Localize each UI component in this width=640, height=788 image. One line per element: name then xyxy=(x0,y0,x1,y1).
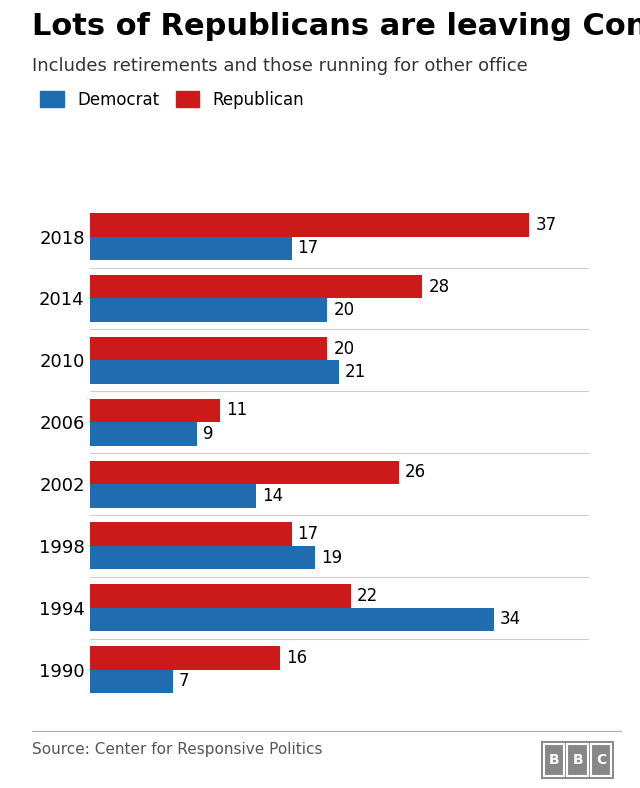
Bar xyxy=(90,422,196,446)
Text: 14: 14 xyxy=(262,487,283,505)
Bar xyxy=(567,744,588,775)
Bar xyxy=(90,608,493,631)
Text: 17: 17 xyxy=(298,240,319,258)
Bar xyxy=(90,299,327,322)
Bar xyxy=(90,236,292,260)
Bar xyxy=(90,646,280,670)
Text: 28: 28 xyxy=(428,277,449,296)
Text: 17: 17 xyxy=(298,525,319,543)
Text: 16: 16 xyxy=(285,649,307,667)
Text: Lots of Republicans are leaving Congress: Lots of Republicans are leaving Congress xyxy=(32,12,640,41)
Text: Includes retirements and those running for other office: Includes retirements and those running f… xyxy=(32,57,528,75)
Text: 7: 7 xyxy=(179,672,189,690)
Bar xyxy=(90,670,173,693)
Bar xyxy=(90,460,399,484)
Text: 9: 9 xyxy=(202,425,213,443)
Text: 26: 26 xyxy=(404,463,426,481)
Bar xyxy=(90,522,292,546)
Text: C: C xyxy=(596,753,606,767)
Bar xyxy=(90,360,339,384)
Text: Source: Center for Responsive Politics: Source: Center for Responsive Politics xyxy=(32,742,323,757)
Text: 34: 34 xyxy=(500,611,521,629)
Bar xyxy=(90,399,220,422)
Legend: Democrat, Republican: Democrat, Republican xyxy=(40,91,304,109)
Text: 37: 37 xyxy=(535,216,556,234)
Bar xyxy=(90,213,529,236)
Text: 19: 19 xyxy=(321,548,342,567)
Bar xyxy=(90,484,256,507)
Bar xyxy=(90,336,327,360)
Bar xyxy=(591,744,611,775)
Bar xyxy=(90,584,351,608)
Text: B: B xyxy=(572,753,583,767)
Bar xyxy=(90,275,422,299)
Text: B: B xyxy=(548,753,559,767)
Text: 21: 21 xyxy=(345,363,366,381)
Text: 20: 20 xyxy=(333,340,355,358)
Text: 11: 11 xyxy=(227,401,248,419)
Bar xyxy=(544,744,564,775)
Bar xyxy=(90,546,316,570)
Text: 20: 20 xyxy=(333,301,355,319)
Text: 22: 22 xyxy=(357,587,378,605)
